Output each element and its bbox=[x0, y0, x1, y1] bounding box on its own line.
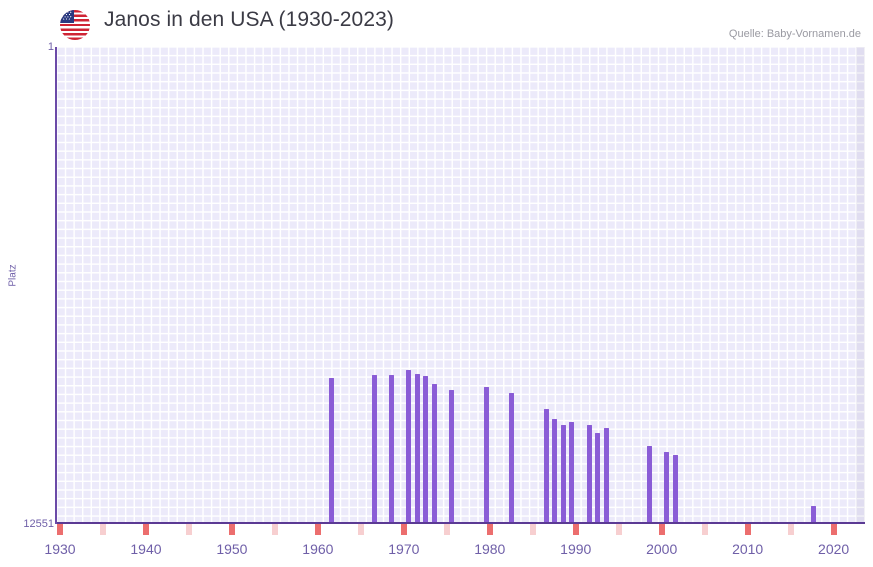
x-axis-tick-label: 2000 bbox=[646, 541, 678, 557]
x-axis-tick-major bbox=[400, 524, 407, 535]
x-axis-tick-minor bbox=[529, 524, 536, 535]
grid-background bbox=[57, 47, 865, 523]
x-axis-tick-major bbox=[572, 524, 579, 535]
x-axis-tick-label: 1940 bbox=[130, 541, 162, 557]
chart-header: Janos in den USA (1930-2023) Quelle: Bab… bbox=[0, 0, 873, 46]
x-axis-tick-label: 1970 bbox=[388, 541, 420, 557]
y-axis-tick-bottom: 12551 bbox=[23, 518, 54, 530]
bar[interactable] bbox=[423, 376, 429, 523]
bar[interactable] bbox=[604, 428, 610, 523]
bar[interactable] bbox=[372, 375, 378, 523]
x-axis-tick-minor bbox=[443, 524, 450, 535]
bar[interactable] bbox=[389, 375, 395, 523]
bar[interactable] bbox=[432, 384, 438, 523]
us-flag-icon bbox=[60, 10, 90, 40]
x-axis-tick-label: 1930 bbox=[44, 541, 76, 557]
bar[interactable] bbox=[406, 370, 412, 523]
y-axis-line bbox=[55, 47, 57, 524]
x-axis-tick-minor bbox=[185, 524, 192, 535]
y-axis-tick-top: 1 bbox=[47, 41, 54, 53]
bar[interactable] bbox=[664, 452, 670, 523]
x-axis-tick-major bbox=[744, 524, 751, 535]
x-axis-tick-label: 1980 bbox=[474, 541, 506, 557]
flag-canton bbox=[60, 10, 74, 23]
bar[interactable] bbox=[569, 422, 575, 523]
x-axis-tick-major bbox=[486, 524, 493, 535]
x-axis-tick-minor bbox=[615, 524, 622, 535]
x-axis-tick-minor bbox=[357, 524, 364, 535]
plot-area bbox=[57, 47, 865, 523]
x-axis-tick-minor bbox=[701, 524, 708, 535]
bar[interactable] bbox=[509, 393, 515, 523]
x-axis-tick-minor bbox=[787, 524, 794, 535]
x-axis-tick-label: 2020 bbox=[818, 541, 850, 557]
bar[interactable] bbox=[647, 446, 653, 523]
x-axis-tick-major bbox=[658, 524, 665, 535]
bar[interactable] bbox=[329, 378, 335, 523]
x-axis-line bbox=[57, 522, 865, 524]
page-title: Janos in den USA (1930-2023) bbox=[104, 8, 394, 31]
x-axis-tick-major bbox=[830, 524, 837, 535]
bar[interactable] bbox=[811, 506, 817, 523]
x-axis-tick-major bbox=[142, 524, 149, 535]
x-axis-tick-major bbox=[228, 524, 235, 535]
x-axis-tick-major bbox=[314, 524, 321, 535]
bar[interactable] bbox=[561, 425, 567, 523]
bar[interactable] bbox=[595, 433, 601, 523]
x-axis-tick-label: 1960 bbox=[302, 541, 334, 557]
bar[interactable] bbox=[673, 455, 679, 523]
x-axis-tick-minor bbox=[99, 524, 106, 535]
bar[interactable] bbox=[484, 387, 490, 523]
x-axis-tick-label: 1950 bbox=[216, 541, 248, 557]
x-axis-tick-label: 2010 bbox=[732, 541, 764, 557]
x-axis-tick-label: 1990 bbox=[560, 541, 592, 557]
source-attribution: Quelle: Baby-Vornamen.de bbox=[728, 28, 861, 40]
flag-stars bbox=[60, 10, 74, 22]
bar[interactable] bbox=[552, 419, 558, 523]
x-axis-tick-major bbox=[57, 524, 63, 535]
bar[interactable] bbox=[415, 374, 421, 523]
y-axis-title: Platz bbox=[7, 264, 19, 287]
bar[interactable] bbox=[449, 390, 455, 523]
bar[interactable] bbox=[544, 409, 550, 523]
x-axis-tick-minor bbox=[271, 524, 278, 535]
bar[interactable] bbox=[587, 425, 593, 523]
